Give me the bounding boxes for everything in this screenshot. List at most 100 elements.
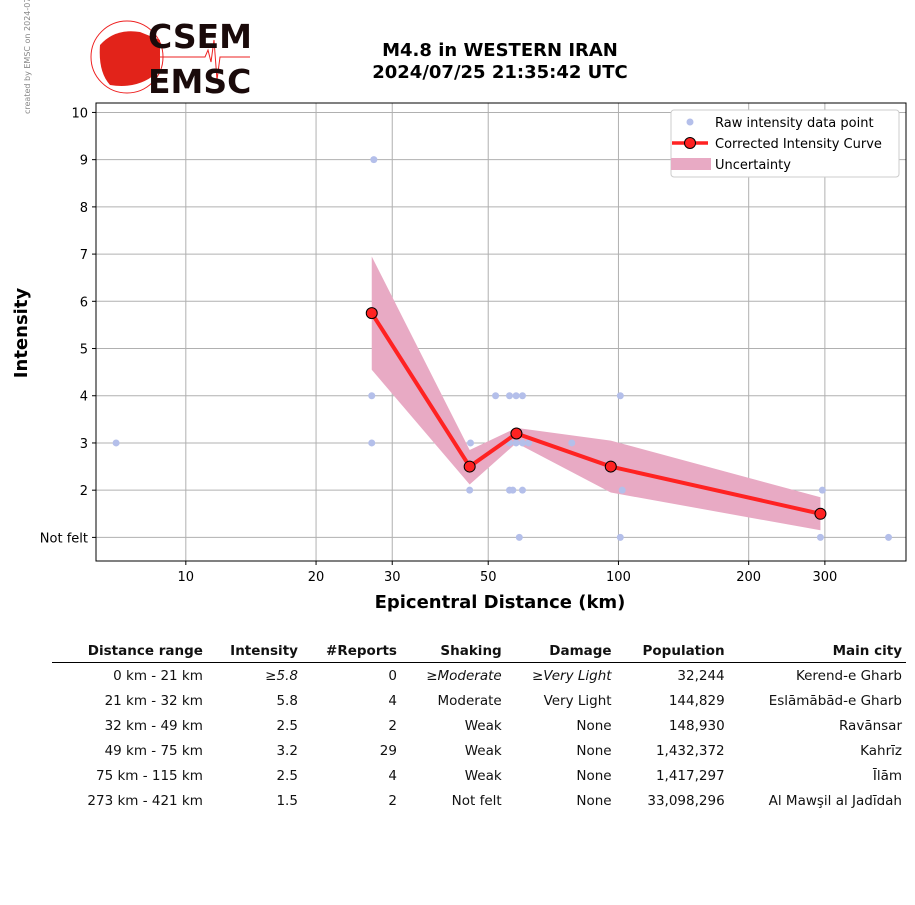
table-cell: ≥Moderate — [426, 667, 502, 684]
table-cell: Not felt — [451, 792, 502, 809]
column-header: Distance range — [52, 640, 207, 663]
table-cell: None — [576, 792, 612, 809]
table-cell: 0 — [388, 667, 397, 684]
table-cell: 2.5 — [276, 717, 298, 734]
y-tick-label: 4 — [80, 390, 88, 405]
table-cell: 32,244 — [677, 667, 725, 684]
chart-title: M4.8 in WESTERN IRAN — [382, 40, 618, 61]
table-cell: Al Mawşil al Jadīdah — [768, 792, 902, 809]
raw-data-point — [616, 392, 624, 400]
raw-data-point — [466, 439, 474, 447]
table-cell: 2.5 — [276, 767, 298, 784]
y-tick-label: 5 — [80, 343, 88, 358]
column-header: Population — [615, 640, 729, 663]
table-cell: 1,432,372 — [655, 742, 725, 759]
y-tick-label: 8 — [80, 201, 88, 216]
table-row: 32 km - 49 km 2.5 2 Weak None 148,930 Ravānsar — [52, 713, 906, 738]
svg-text:EMSC: EMSC — [148, 62, 251, 101]
table-cell: None — [576, 742, 612, 759]
table-cell: 0 km - 21 km — [113, 667, 203, 684]
legend-raw-marker — [686, 118, 694, 126]
table-cell: 1,417,297 — [655, 767, 725, 784]
legend-band: Uncertainty — [715, 158, 791, 173]
table-cell: 3.2 — [276, 742, 298, 759]
table-cell: None — [576, 717, 612, 734]
raw-data-point — [816, 533, 824, 541]
legend-band-marker — [671, 158, 711, 170]
table-cell: Ravānsar — [838, 717, 902, 734]
raw-data-point — [618, 486, 626, 494]
y-axis-label: Intensity — [11, 288, 32, 379]
curve-point — [814, 507, 827, 520]
x-tick-label: 300 — [812, 570, 837, 585]
x-tick-label: 100 — [606, 570, 631, 585]
raw-data-point — [616, 533, 624, 541]
legend-curve-marker — [684, 137, 696, 149]
table-cell: 2 — [388, 717, 397, 734]
raw-data-point — [525, 439, 533, 447]
table-cell: 75 km - 115 km — [95, 767, 203, 784]
table-cell: 273 km - 421 km — [87, 792, 203, 809]
table-cell: 32 km - 49 km — [104, 717, 203, 734]
column-header: Intensity — [206, 640, 302, 663]
column-header: #Reports — [301, 640, 401, 663]
y-tick-label: 6 — [80, 295, 88, 310]
x-axis-label: Epicentral Distance (km) — [375, 592, 626, 613]
svg-text:CSEM: CSEM — [148, 17, 252, 56]
table-cell: ≥Very Light — [531, 667, 612, 684]
x-tick-label: 200 — [736, 570, 761, 585]
uncertainty-band — [371, 256, 821, 531]
table-cell: Weak — [464, 742, 502, 759]
table-cell: 144,829 — [668, 692, 725, 709]
x-tick-label: 10 — [178, 570, 195, 585]
table-row: 273 km - 421 km 1.5 2 Not felt None 33,098,29… — [52, 788, 906, 813]
table-row: 75 km - 115 km 2.5 4 Weak None 1,417,297 Īlām — [52, 763, 906, 788]
raw-data-point — [506, 392, 514, 400]
y-tick-label: 2 — [80, 484, 88, 499]
y-tick-label: 7 — [80, 248, 88, 263]
raw-data-point — [515, 533, 523, 541]
table-cell: 1.5 — [276, 792, 298, 809]
raw-data-point — [509, 486, 517, 494]
raw-data-point — [568, 439, 576, 447]
intensity-table: Distance range Intensity #Reports Shaking Da… — [52, 640, 906, 813]
table-cell: 21 km - 32 km — [104, 692, 203, 709]
column-header: Damage — [505, 640, 616, 663]
table-row: 21 km - 32 km 5.8 4 Moderate Very Light 144,8… — [52, 688, 906, 713]
x-tick-label: 50 — [480, 570, 497, 585]
x-tick-label: 30 — [384, 570, 401, 585]
raw-data-point — [112, 439, 120, 447]
raw-data-point — [512, 439, 520, 447]
table-cell: Eslāmābād-e Gharb — [768, 692, 902, 709]
x-tick-label: 20 — [308, 570, 325, 585]
table-cell: Moderate — [437, 692, 502, 709]
raw-data-point — [512, 392, 520, 400]
raw-data-point — [518, 486, 526, 494]
y-tick-label: 9 — [80, 154, 88, 169]
legend: Raw intensity data point Corrected Inten… — [670, 109, 900, 178]
table-cell: 4 — [388, 692, 397, 709]
raw-data-point — [368, 392, 376, 400]
emsc-logo: CSEM EMSC — [90, 17, 252, 101]
raw-data-point — [466, 486, 474, 494]
intensity-chart: created by EMSC on 2024-07-26 12:25:23 U… — [11, 0, 907, 613]
y-tick-label: 10 — [71, 106, 88, 121]
table-cell: Very Light — [543, 692, 612, 709]
curve-point — [463, 460, 476, 473]
chart-subtitle: 2024/07/25 21:35:42 UTC — [372, 62, 628, 83]
table-cell: 33,098,296 — [647, 792, 725, 809]
table-cell: Kahrīz — [860, 742, 902, 759]
table-cell: Īlām — [872, 767, 902, 784]
watermark: created by EMSC on 2024-07-26 12:25:23 U… — [23, 0, 32, 114]
table-cell: 148,930 — [668, 717, 725, 734]
table-row: 0 km - 21 km ≥5.8 0 ≥Moderate ≥Very Light 32,… — [52, 663, 906, 689]
curve-point — [510, 427, 523, 440]
raw-data-point — [518, 439, 526, 447]
legend-curve: Corrected Intensity Curve — [715, 137, 882, 152]
raw-data-point — [518, 392, 526, 400]
table-cell: 5.8 — [276, 692, 298, 709]
curve-point — [604, 460, 617, 473]
table-cell: 2 — [388, 792, 397, 809]
legend-raw: Raw intensity data point — [715, 116, 874, 131]
